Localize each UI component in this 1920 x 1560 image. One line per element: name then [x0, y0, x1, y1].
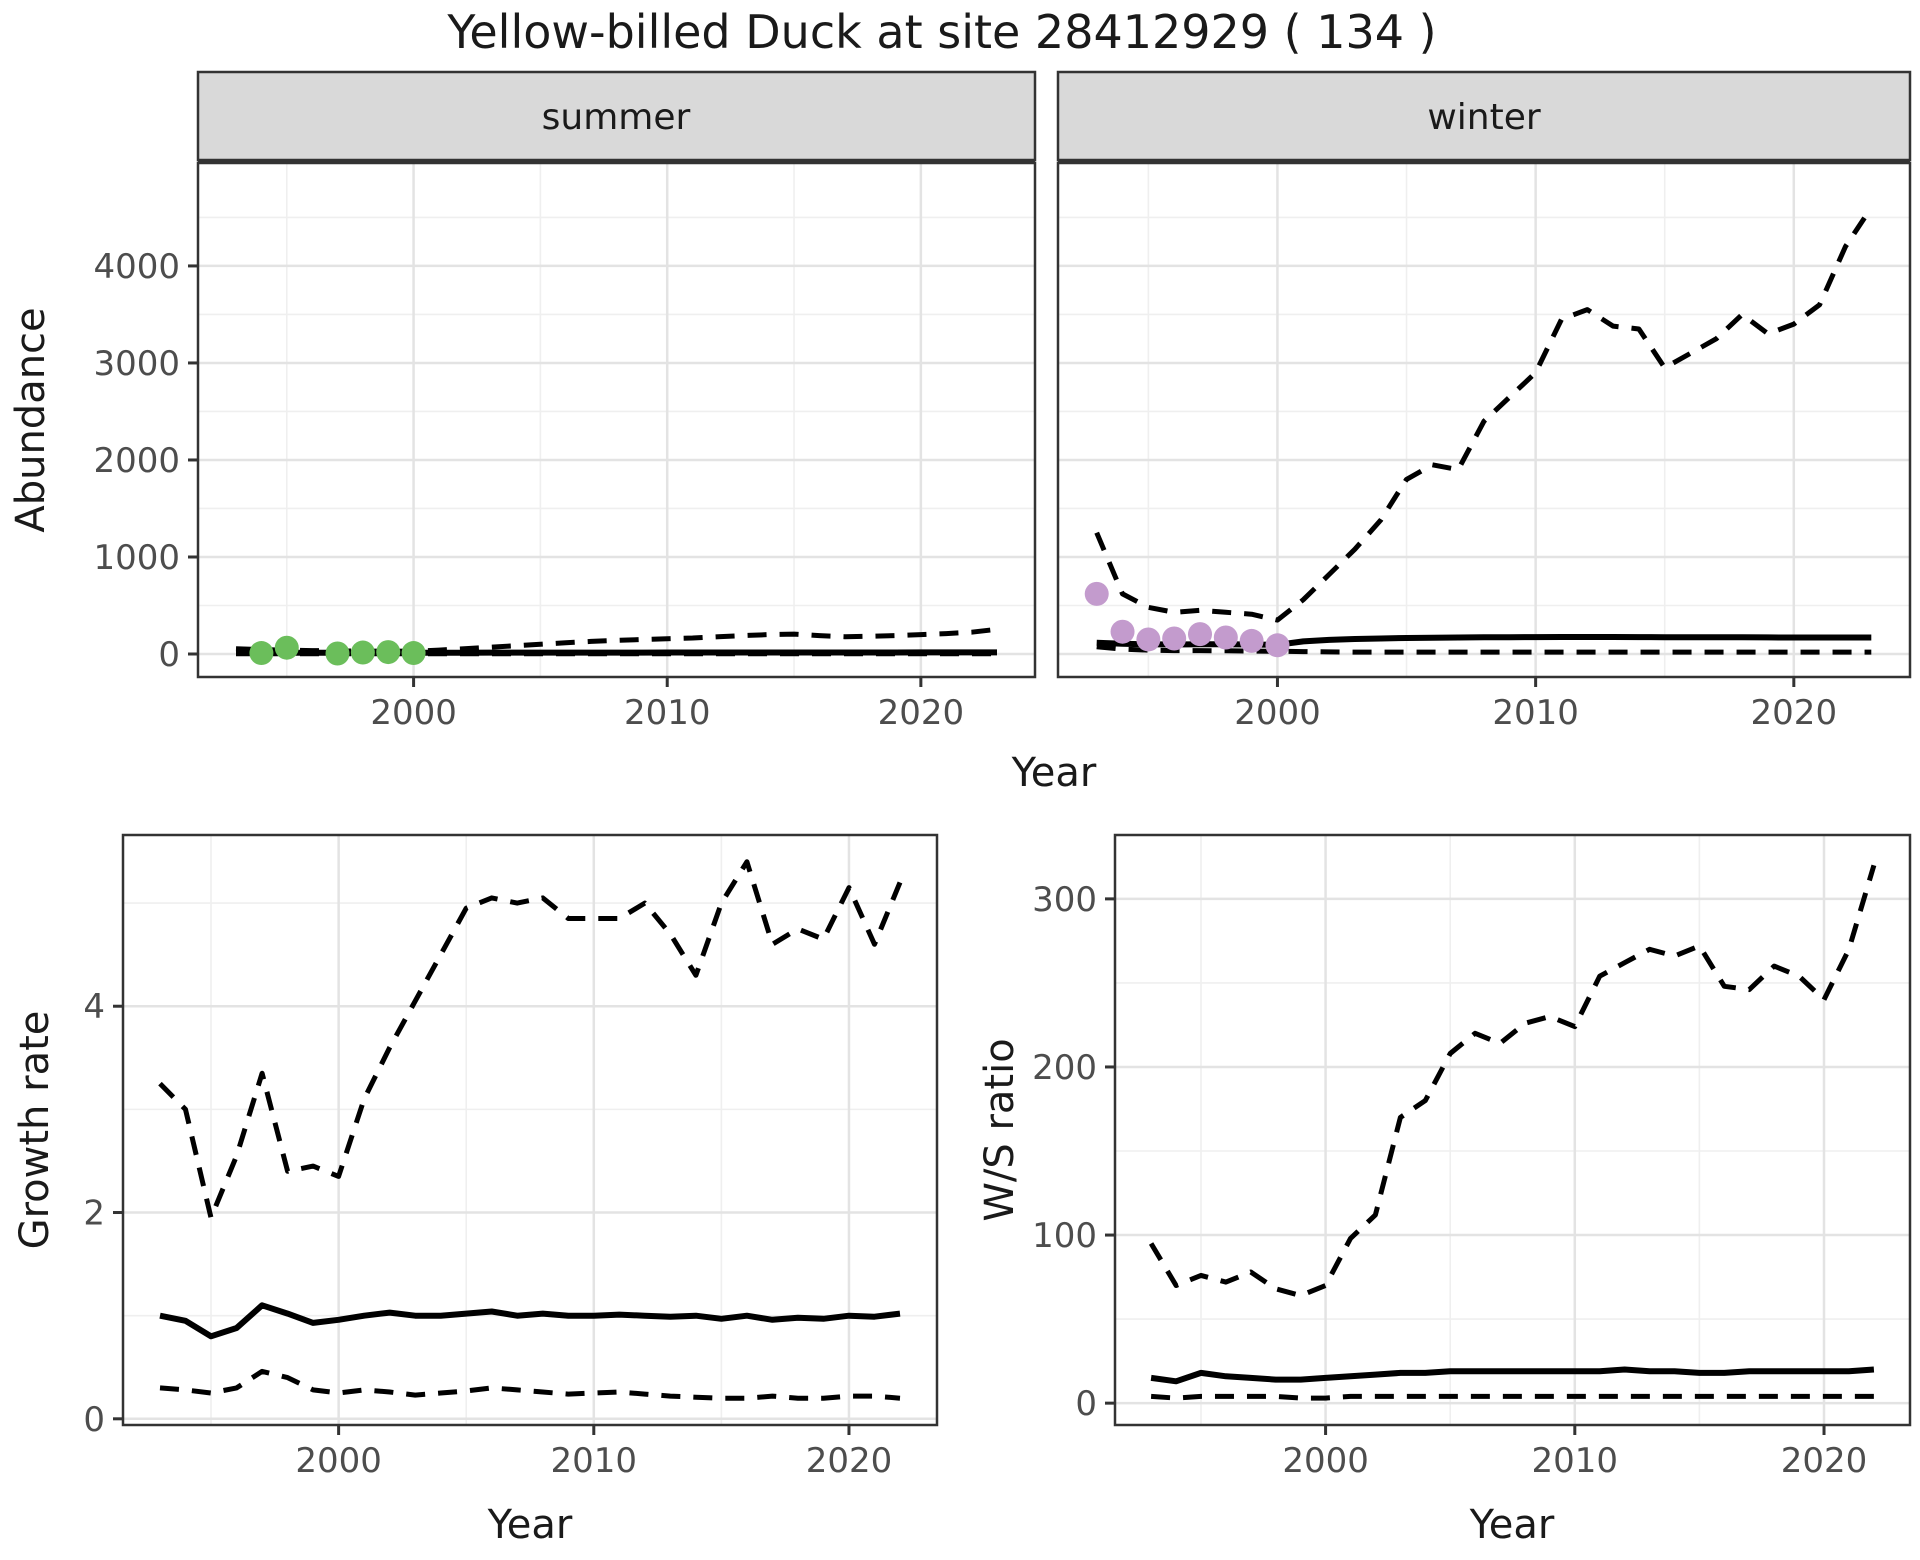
observed-point	[274, 635, 299, 660]
lower-ci-line	[159, 1368, 901, 1401]
y-tick-label: 0	[83, 1400, 105, 1440]
growth-rate-panel-bg	[123, 835, 937, 1425]
summer-panel: 2000 2010 2020 0 1000 2000 3000 4000	[93, 161, 1037, 733]
y-tick-label: 4	[83, 987, 105, 1027]
ws-ratio-panel: 2000 2010 2020 0 100 200 300	[1032, 833, 1912, 1481]
median-line	[159, 1302, 901, 1340]
ws-ratio-panel-bg	[1115, 835, 1910, 1425]
upper-ci-line	[1148, 864, 1877, 1299]
observed-point	[1213, 625, 1238, 650]
x-tick-label: 2010	[624, 693, 711, 733]
growth-rate-y-axis-title: Growth rate	[12, 1011, 58, 1250]
growth-rate-panel: 2000 2010 2020 0 2 4	[83, 833, 939, 1481]
y-tick-label: 300	[1032, 880, 1097, 920]
upper-ci-line	[158, 859, 903, 1221]
observed-point	[1265, 633, 1290, 658]
x-tick-label: 2010	[1532, 1441, 1619, 1481]
y-tick-label: 200	[1032, 1048, 1097, 1088]
y-tick-label: 0	[1075, 1384, 1097, 1424]
abundance-x-axis-title: Year	[1011, 750, 1097, 796]
observed-point	[1188, 622, 1212, 647]
ws-ratio-x-axis-title: Year	[1469, 1502, 1555, 1548]
y-tick-label: 1000	[93, 538, 180, 578]
x-tick-label: 2020	[806, 1441, 893, 1481]
upper-ci-line	[1094, 206, 1874, 623]
observed-point	[376, 640, 401, 665]
x-tick-label: 2020	[1781, 1441, 1868, 1481]
x-tick-label: 2000	[1234, 693, 1321, 733]
lower-ci-line	[1150, 1393, 1874, 1401]
lower-ci-line	[1096, 644, 1872, 655]
x-tick-label: 2000	[1282, 1441, 1369, 1481]
observed-point	[1162, 626, 1187, 651]
chart-title: Yellow-billed Duck at site 28412929 ( 13…	[446, 5, 1436, 59]
summer-panel-bg	[198, 163, 1035, 677]
observed-point	[249, 641, 274, 666]
abundance-y-axis-title: Abundance	[8, 307, 54, 532]
facet-strips: summer winter	[196, 70, 1912, 164]
x-tick-label: 2000	[295, 1441, 382, 1481]
strip-winter	[1056, 70, 1912, 162]
y-tick-label: 3000	[93, 344, 180, 384]
observed-point	[1110, 619, 1135, 644]
y-tick-label: 2000	[93, 441, 180, 481]
median-line	[1150, 1366, 1875, 1385]
winter-panel: 2000 2010 2020	[1056, 161, 1912, 733]
ws-ratio-y-axis-title: W/S ratio	[977, 1038, 1023, 1221]
x-tick-label: 2010	[1492, 693, 1579, 733]
y-tick-label: 2	[83, 1194, 105, 1234]
observed-point	[325, 641, 350, 666]
growth-rate-x-axis-title: Year	[487, 1502, 573, 1548]
observed-point	[1084, 581, 1109, 606]
y-tick-label: 0	[158, 635, 180, 675]
x-tick-label: 2020	[1751, 693, 1838, 733]
observed-point	[350, 640, 375, 665]
observed-point	[1136, 627, 1161, 652]
x-tick-label: 2000	[370, 693, 457, 733]
y-tick-label: 4000	[93, 247, 180, 287]
x-tick-label: 2020	[878, 693, 965, 733]
strip-label-winter: winter	[1427, 97, 1541, 138]
y-tick-label: 100	[1032, 1216, 1097, 1256]
x-tick-label: 2010	[551, 1441, 638, 1481]
ws-ratio-panel-border	[1113, 833, 1912, 1427]
strip-label-summer: summer	[542, 97, 691, 138]
observed-point	[401, 641, 426, 666]
observed-point	[1239, 628, 1264, 653]
growth-rate-panel-border	[121, 833, 939, 1427]
